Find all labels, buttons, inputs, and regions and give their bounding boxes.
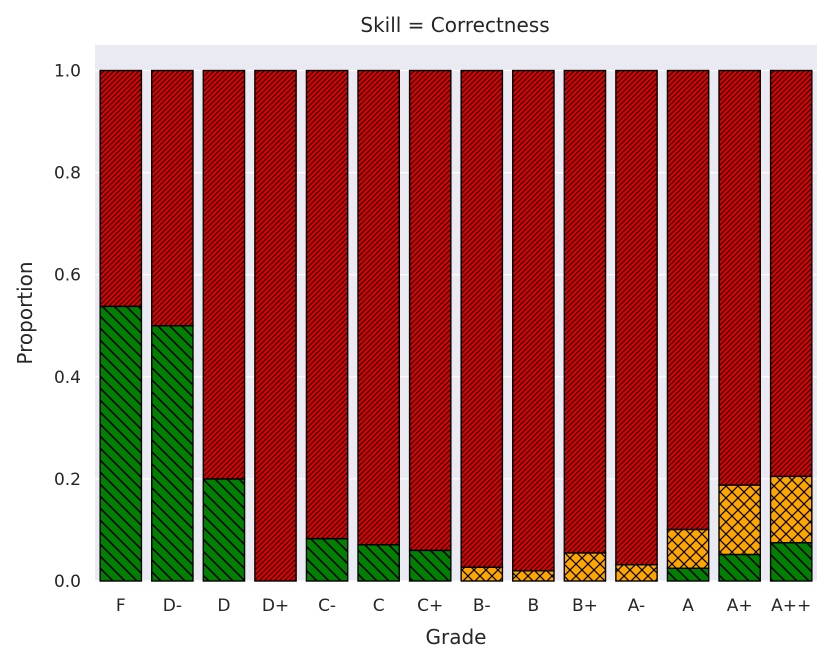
bar-A-segment-1 [666,528,710,569]
y-tick-label: 0.8 [54,164,81,184]
bar-A-segment-0 [666,567,710,582]
bar-A--segment-2 [615,69,658,566]
bar-C--segment-0 [305,537,349,582]
bar-C--segment-2 [305,69,349,540]
bar-F-segment-0 [99,305,143,582]
x-axis-ticks: F D- D D+ C- C C+ B- B B+ A- A A+ A++ [116,596,811,616]
x-tick-label: A++ [771,596,811,616]
x-tick-label: C+ [417,596,443,616]
y-axis-label: Proportion [13,261,37,364]
bars [99,69,813,582]
x-tick-label: A [682,596,694,616]
bar-A+-segment-2 [718,69,761,486]
bar-C-segment-0 [357,544,400,582]
y-tick-label: 0.0 [54,572,81,592]
y-axis-ticks: 0.0 0.2 0.4 0.6 0.8 1.0 [54,62,81,592]
x-tick-label: C- [318,596,336,616]
x-tick-label: B- [473,596,491,616]
bar-C+-segment-0 [408,549,452,582]
bar-A++-segment-0 [769,542,813,582]
x-axis-label: Grade [426,625,487,649]
bar-B-segment-2 [512,69,555,572]
x-tick-label: D+ [262,596,289,616]
bar-D--segment-2 [151,69,194,327]
bar-D--segment-0 [151,325,194,582]
bar-A--segment-1 [615,563,658,582]
y-tick-label: 0.6 [54,266,81,286]
bar-C+-segment-2 [408,69,452,552]
x-tick-label: B [528,596,540,616]
bar-A+-segment-1 [718,484,761,556]
bar-D+-segment-2 [254,69,297,582]
bar-C-segment-2 [357,69,400,546]
x-tick-label: C [373,596,385,616]
bar-D-segment-0 [202,478,246,582]
bar-A++-segment-1 [769,475,813,544]
x-tick-label: D [217,596,230,616]
bar-A++-segment-2 [769,69,813,478]
bar-A+-segment-0 [718,553,761,582]
bar-D-segment-2 [202,69,246,480]
x-tick-label: F [116,596,126,616]
bar-B+-segment-1 [563,552,607,582]
bar-B--segment-2 [460,69,504,568]
chart-title: Skill = Correctness [360,13,549,37]
x-tick-label: B+ [572,596,598,616]
bar-A-segment-2 [666,69,710,531]
bar-B+-segment-2 [563,69,607,554]
bar-B-segment-1 [512,570,555,582]
x-tick-label: D- [163,596,182,616]
x-tick-label: A+ [727,596,753,616]
y-tick-label: 1.0 [54,62,81,82]
y-tick-label: 0.4 [54,368,81,388]
bar-F-segment-2 [99,69,143,308]
y-tick-label: 0.2 [54,470,81,490]
x-tick-label: A- [628,596,645,616]
bar-B--segment-1 [460,566,504,582]
